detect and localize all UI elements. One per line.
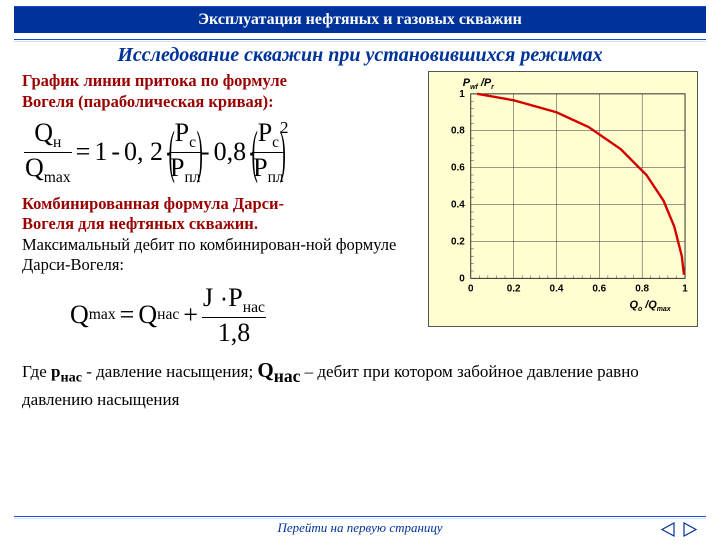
svg-text:0: 0 xyxy=(468,283,474,294)
intro-line1: График линии притока по формуле xyxy=(22,71,287,90)
f1-c2: 0,8 xyxy=(214,137,247,167)
rbracket: ) xyxy=(279,132,285,172)
prev-page-icon[interactable] xyxy=(660,522,680,538)
svg-text:Qo /Qmax: Qo /Qmax xyxy=(629,299,671,313)
f2-den: 1,8 xyxy=(202,318,266,348)
eq: = xyxy=(76,137,91,167)
footer-link[interactable]: Перейти на первую страницу xyxy=(0,520,720,536)
f1-qmax: Q xyxy=(25,153,44,182)
svg-text:0.6: 0.6 xyxy=(592,283,606,294)
f1-pc: P xyxy=(175,118,189,147)
page-subtitle: Исследование скважин при установившихся … xyxy=(0,44,720,67)
rbracket: ) xyxy=(196,132,202,172)
svg-text:0.2: 0.2 xyxy=(451,236,465,247)
footer: Перейти на первую страницу xyxy=(0,516,720,542)
svg-text:0: 0 xyxy=(459,273,465,284)
plus: + xyxy=(183,300,198,330)
f1-qn: Q xyxy=(34,118,53,147)
l2b: Максимальный дебит по комбинирован-ной ф… xyxy=(22,235,396,274)
svg-text:0.6: 0.6 xyxy=(451,163,465,174)
vogel-chart: Pwf /Pr‾ 00 0.2 0.2 0.4 0.4 0.6 0.6 0.8 0.8 1 1 Qo /… xyxy=(428,71,698,327)
divider xyxy=(14,39,706,40)
vogel-formula: Qн Qmax = 1 - 0, 2 · ( Pс Pпл ) - 0,8 · … xyxy=(24,122,422,182)
darcy-vogel-label: Комбинированная формула Дарси- Вогеля дл… xyxy=(22,194,422,275)
bt1: Где xyxy=(22,362,51,381)
darcy-vogel-formula: Qmax = Qнас + J ·Pнас 1,8 xyxy=(70,283,422,348)
intro-line2: Вогеля (параболическая кривая): xyxy=(22,92,274,111)
svg-text:‾: ‾ xyxy=(496,72,501,83)
header-banner: Эксплуатация нефтяных и газовых скважин xyxy=(14,6,706,33)
divider xyxy=(14,516,706,517)
svg-text:1: 1 xyxy=(459,89,465,100)
lbracket: ( xyxy=(168,132,174,172)
svg-text:1: 1 xyxy=(682,283,688,294)
svg-text:Pwf /Pr: Pwf /Pr xyxy=(463,77,495,91)
qnas: Q xyxy=(257,358,273,382)
divider xyxy=(14,41,706,42)
svg-text:0.4: 0.4 xyxy=(550,283,564,294)
divider xyxy=(14,518,706,519)
next-page-icon[interactable] xyxy=(682,522,702,538)
chart-svg: Pwf /Pr‾ 00 0.2 0.2 0.4 0.4 0.6 0.6 0.8 0.8 1 1 Qo /… xyxy=(429,72,697,326)
nav-arrows xyxy=(660,522,702,538)
f1-pc2: P xyxy=(258,118,272,147)
bt2: - давление насыщения; xyxy=(82,362,257,381)
svg-text:0.2: 0.2 xyxy=(507,283,521,294)
f2-qmax: Q xyxy=(70,300,89,330)
f1-1: 1 xyxy=(94,137,107,167)
f1-c1: 0, 2 xyxy=(124,137,163,167)
l2r1: Комбинированная формула Дарси- xyxy=(22,194,284,213)
svg-text:0.8: 0.8 xyxy=(635,283,649,294)
lbracket: ( xyxy=(251,132,257,172)
l2r2: Вогеля для нефтяных скважин. xyxy=(22,214,258,233)
f2-qnas: Q xyxy=(138,300,157,330)
svg-text:0.8: 0.8 xyxy=(451,126,465,137)
f2-pn: P xyxy=(228,283,242,312)
svg-text:0.4: 0.4 xyxy=(451,200,465,211)
main-content: График линии притока по формуле Вогеля (… xyxy=(0,71,720,348)
eq: = xyxy=(120,300,135,330)
minus: - xyxy=(111,137,120,167)
f2-j: J xyxy=(203,283,213,312)
intro-text: График линии притока по формуле Вогеля (… xyxy=(22,71,422,112)
bottom-text: Где рнас - давление насыщения; Qнас – де… xyxy=(0,356,720,412)
